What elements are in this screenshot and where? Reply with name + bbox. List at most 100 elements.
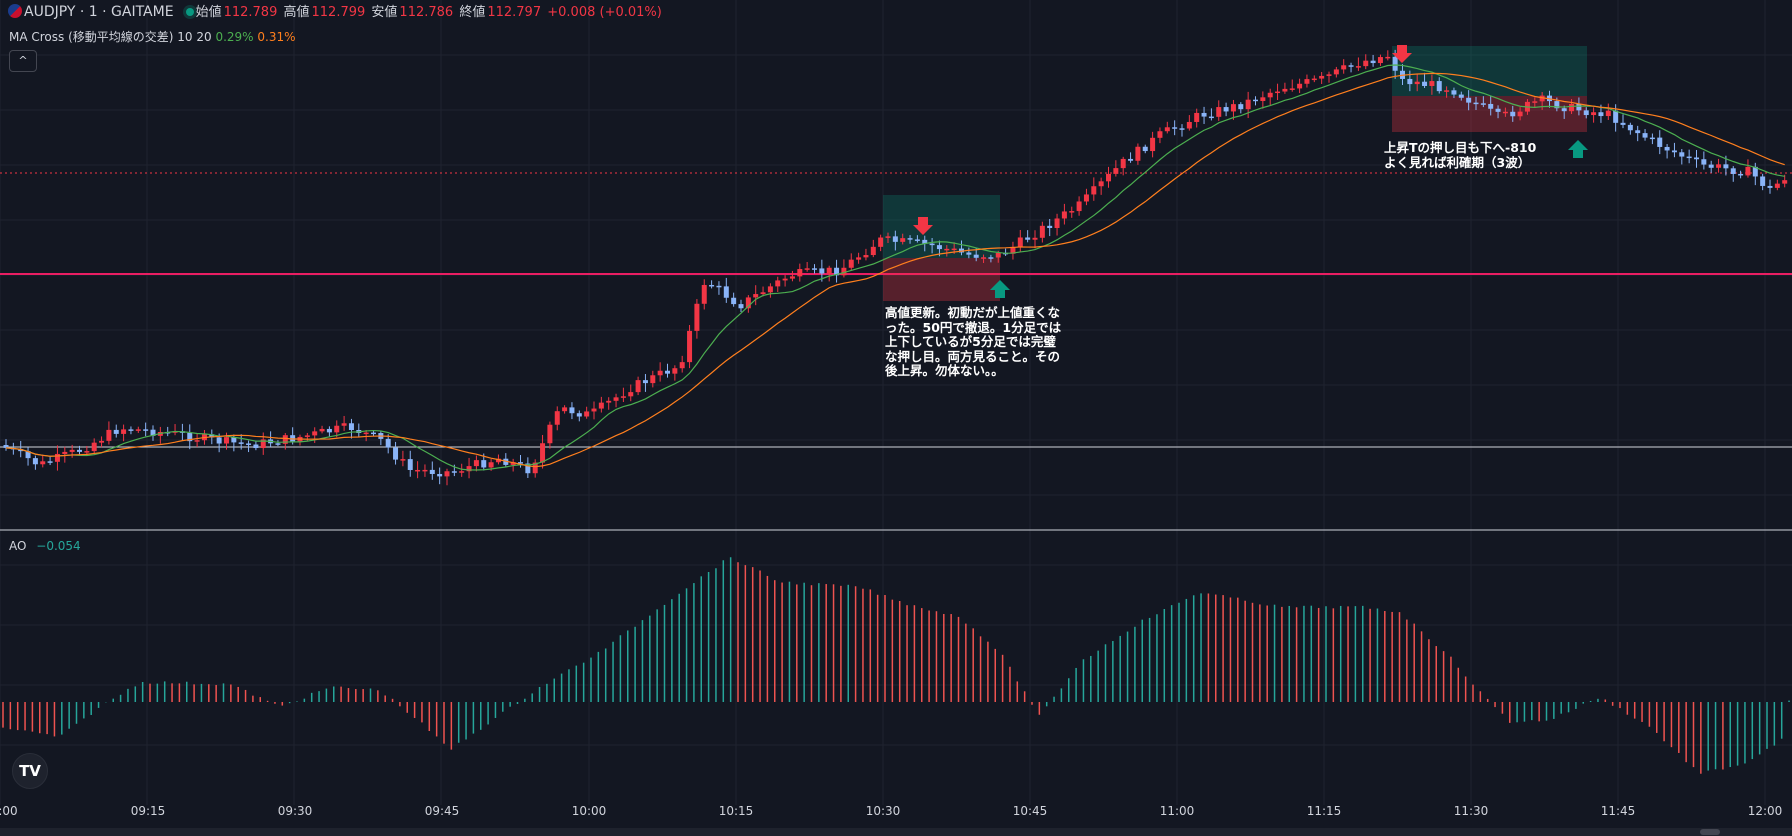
candle bbox=[1671, 150, 1677, 153]
candle bbox=[1458, 94, 1464, 98]
collapse-legend-button[interactable]: ^ bbox=[9, 50, 37, 72]
candle bbox=[1385, 56, 1391, 59]
candle bbox=[1723, 164, 1729, 169]
ma-cross-legend[interactable]: MA Cross (移動平均線の交差) 10 20 0.29% 0.31% bbox=[9, 28, 296, 45]
x-tick-label: 10:00 bbox=[572, 804, 607, 818]
candle bbox=[1289, 88, 1295, 90]
candle bbox=[1414, 81, 1420, 85]
candle bbox=[1319, 75, 1325, 79]
candle bbox=[106, 429, 112, 441]
candle bbox=[1230, 104, 1236, 112]
x-tick-label: 11:30 bbox=[1454, 804, 1489, 818]
candle bbox=[870, 246, 876, 256]
candle bbox=[1208, 116, 1214, 119]
candle bbox=[1054, 218, 1060, 228]
short-entry-arrow-icon bbox=[1392, 45, 1412, 63]
candle bbox=[275, 443, 281, 445]
candle bbox=[1253, 99, 1258, 102]
x-tick-label: 10:30 bbox=[866, 804, 901, 818]
candle bbox=[1554, 101, 1560, 109]
ma-fast-line bbox=[5, 64, 1785, 471]
candle bbox=[1106, 173, 1111, 182]
candle bbox=[694, 303, 700, 331]
candle bbox=[253, 444, 259, 449]
candle bbox=[628, 392, 634, 397]
candle bbox=[385, 438, 391, 448]
candle bbox=[951, 248, 957, 251]
candle bbox=[290, 435, 296, 442]
candle bbox=[687, 330, 693, 363]
annotation-note-second[interactable]: 上昇Tの押し目も下へ-810 よく見れば利確期（3波） bbox=[1384, 140, 1537, 170]
candle bbox=[665, 370, 670, 374]
candle bbox=[1532, 101, 1538, 103]
candle bbox=[914, 239, 920, 241]
candle bbox=[679, 362, 685, 369]
candle bbox=[576, 413, 582, 417]
candle bbox=[466, 466, 472, 472]
candle bbox=[532, 462, 538, 474]
close-label: 終値 bbox=[459, 5, 486, 20]
candle bbox=[209, 434, 215, 438]
candle bbox=[635, 380, 641, 393]
candle bbox=[929, 243, 935, 246]
annotation-note-first[interactable]: 高値更新。初動だが上値重くな った。50円で撤退。1分足では 上下しているが5分… bbox=[885, 305, 1062, 378]
time-scrollbar bbox=[0, 828, 1792, 836]
candle bbox=[738, 304, 744, 309]
candle bbox=[598, 402, 604, 409]
candle bbox=[1032, 237, 1038, 240]
candle bbox=[128, 429, 134, 431]
candle bbox=[1583, 110, 1589, 116]
candle bbox=[782, 278, 788, 281]
ma-slow-line bbox=[5, 72, 1785, 468]
candle bbox=[113, 429, 119, 434]
candle bbox=[1782, 180, 1788, 184]
candle bbox=[1760, 176, 1766, 186]
market-status-dot bbox=[185, 8, 194, 16]
candle bbox=[1238, 104, 1244, 110]
candle bbox=[1083, 194, 1089, 202]
candle bbox=[907, 238, 913, 240]
candle bbox=[1304, 79, 1310, 84]
ao-name: AO bbox=[9, 539, 27, 553]
x-tick-label: 12:00 bbox=[1748, 804, 1783, 818]
candle bbox=[91, 442, 97, 452]
ma-fast-value: 0.29% bbox=[215, 30, 254, 44]
symbol-name[interactable]: AUDJPY · 1 · GAITAME bbox=[24, 4, 174, 20]
candle bbox=[804, 268, 810, 270]
candle bbox=[1466, 97, 1472, 103]
take-profit-zone bbox=[1392, 46, 1587, 96]
tradingview-logo[interactable]: TV bbox=[12, 753, 48, 789]
candle bbox=[348, 423, 354, 431]
candle bbox=[797, 269, 803, 277]
candle bbox=[1569, 103, 1575, 112]
candle bbox=[1047, 225, 1053, 228]
candle bbox=[488, 462, 494, 468]
candle bbox=[1186, 121, 1192, 129]
ao-legend[interactable]: AO −0.054 bbox=[9, 539, 81, 553]
candle bbox=[143, 429, 149, 431]
candle bbox=[922, 239, 928, 244]
candle bbox=[121, 429, 127, 434]
candle bbox=[1260, 97, 1266, 102]
candle bbox=[1767, 185, 1773, 188]
candle bbox=[1150, 137, 1156, 152]
candle bbox=[1708, 164, 1714, 168]
candle bbox=[1275, 91, 1281, 94]
candle bbox=[422, 469, 428, 472]
low-label: 安値 bbox=[371, 5, 398, 20]
candle bbox=[562, 407, 568, 412]
candle bbox=[966, 252, 972, 255]
candle bbox=[1429, 81, 1435, 86]
candle bbox=[1730, 168, 1736, 174]
candle bbox=[1216, 107, 1222, 117]
candle bbox=[1451, 90, 1457, 95]
aud-jpy-flag-icon bbox=[8, 4, 22, 18]
candle bbox=[334, 425, 340, 433]
candle bbox=[547, 424, 553, 444]
candle bbox=[760, 292, 766, 295]
candle bbox=[319, 428, 325, 432]
candle bbox=[1591, 112, 1597, 116]
candle bbox=[1679, 152, 1685, 157]
candle bbox=[77, 449, 82, 452]
